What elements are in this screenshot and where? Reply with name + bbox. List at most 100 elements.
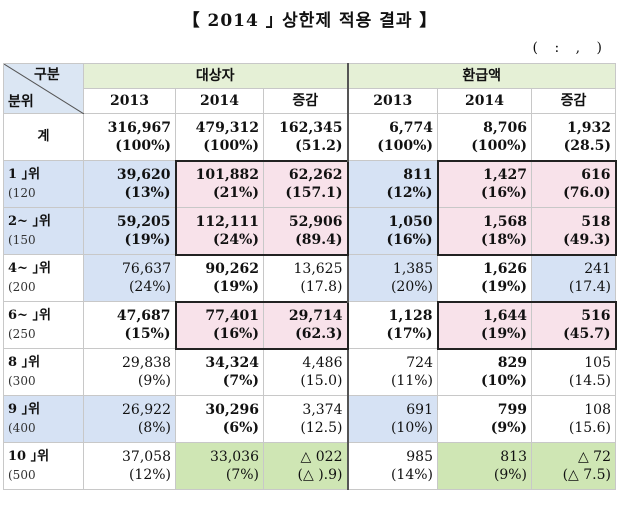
table-cell: 1,932 (28.5) (531, 113, 616, 161)
cell-percent: (10%) (480, 373, 527, 390)
cell-value: 6,774 (389, 120, 433, 136)
cell-percent: (24%) (212, 231, 259, 248)
row-label-range: (500 (8, 468, 36, 482)
cell-value: 47,687 (116, 308, 171, 324)
cell-percent: (19%) (124, 232, 171, 248)
table-cell: 3,374 (12.5) (263, 395, 348, 443)
table-cell: 112,111 (24%) (174, 207, 264, 256)
cell-percent: (7%) (225, 467, 259, 483)
table-cell: 518 (49.3) (531, 207, 617, 256)
cell-value: 1,932 (567, 119, 611, 136)
table-cell: 47,687 (15%) (83, 301, 176, 349)
row-label-range: (300 (8, 374, 36, 388)
table-cell: 479,312 (100%) (175, 113, 264, 161)
col-header: 2013 (346, 88, 438, 114)
table-cell: 1,568 (18%) (436, 207, 532, 256)
table-cell: 26,922 (8%) (83, 395, 176, 443)
cell-percent: (19%) (480, 279, 527, 295)
row-label: 10 ｣위 (500 (3, 442, 84, 490)
row-label-range: (250 (8, 327, 36, 341)
diagonal-line (4, 64, 84, 114)
cell-percent: (62.3) (295, 326, 343, 342)
cell-value: 516 (581, 308, 611, 324)
cell-percent: (8%) (137, 420, 171, 436)
cell-value: 101,882 (195, 167, 259, 184)
cell-value: 37,058 (122, 449, 171, 465)
cell-percent: (13%) (124, 185, 171, 201)
cell-value: 76,637 (122, 261, 171, 277)
row-label: 6~ ｣위 (250 (3, 301, 84, 349)
cell-percent: (12%) (386, 185, 433, 201)
row-label-text: 8 ｣위 (8, 355, 41, 370)
table-cell: 616 (76.0) (531, 159, 617, 208)
table-cell: 6,774 (100%) (346, 113, 438, 161)
cell-value: 1,568 (483, 213, 527, 230)
table-cell: 724 (11%) (346, 348, 438, 396)
cell-percent: (16%) (212, 326, 259, 342)
table-cell: 52,906 (89.4) (263, 207, 349, 256)
cell-percent: (14.5) (568, 373, 611, 390)
cell-percent: (12%) (128, 467, 171, 483)
row-label-text: 4~ ｣위 (8, 261, 51, 276)
results-table: 구분 분위 대상자 환급액 2013 2014 증감 2013 2014 증감 … (3, 63, 617, 490)
header-row-groups: 구분 분위 대상자 환급액 (3, 63, 616, 114)
cell-value: 829 (497, 355, 527, 372)
cell-value: 13,625 (293, 261, 343, 277)
cell-value: 985 (406, 449, 433, 465)
table-body: 계 316,967 (100%) 479,312 (100%) 162,345 (51.2)… (3, 113, 617, 490)
cell-percent: (11%) (390, 373, 433, 389)
row-label-text: 1 ｣위 (8, 167, 41, 182)
table-cell: 985 (14%) (346, 442, 438, 490)
cell-value: 1,626 (483, 261, 527, 277)
page-title: 【 2014 ｣ 상한제 적용 결과 】 (182, 11, 438, 31)
table-cell: △ 72 (△ 7.5) (531, 442, 616, 490)
table-cell: 29,838 (9%) (83, 348, 176, 396)
table-cell: 33,036 (7%) (175, 442, 264, 490)
cell-percent: (△ 7.5) (562, 467, 611, 483)
cell-value: 724 (406, 355, 433, 371)
table-cell: 691 (10%) (346, 395, 438, 443)
table-cell: 799 (9%) (437, 395, 532, 443)
row-label-text: 6~ ｣위 (8, 308, 51, 323)
cell-value: 1,385 (392, 261, 433, 277)
table-cell: 37,058 (12%) (83, 442, 176, 490)
cell-value: 29,714 (288, 308, 343, 324)
cell-percent: (19%) (480, 326, 527, 342)
cell-percent: (45.7) (563, 326, 611, 342)
cell-value: 1,427 (483, 167, 527, 184)
table-cell: 8,706 (100%) (437, 113, 532, 161)
cell-percent: (7%) (222, 373, 259, 390)
cell-percent: (16%) (386, 232, 433, 248)
cell-value: 1,128 (388, 308, 433, 324)
header-corner: 구분 분위 (3, 63, 84, 114)
cell-percent: (9%) (490, 420, 527, 436)
table-cell: 105 (14.5) (531, 348, 616, 396)
table-cell: 811 (12%) (346, 160, 438, 208)
row-label: 2~ ｣위 (150 (3, 207, 84, 255)
table-cell: 1,427 (16%) (436, 159, 532, 208)
table-cell: 516 (45.7) (531, 300, 617, 350)
cell-percent: (157.1) (285, 185, 343, 202)
corner-bottom-label: 분위 (8, 94, 34, 110)
table-cell: 813 (9%) (437, 442, 532, 490)
cell-value: 8,706 (483, 119, 527, 136)
cell-percent: (100%) (203, 137, 259, 154)
row-label: 4~ ｣위 (200 (3, 254, 84, 302)
table-row: 8 ｣위 (300 29,838 (9%) 34,324 (7%) 4,486 (15.0) 7… (3, 348, 616, 396)
table-cell: 59,205 (19%) (83, 207, 176, 255)
table-cell: 77,401 (16%) (174, 300, 264, 350)
row-label: 1 ｣위 (120 (3, 160, 84, 208)
cell-value: 813 (500, 449, 527, 465)
table-cell: 4,486 (15.0) (263, 348, 348, 396)
table-cell: 34,324 (7%) (175, 348, 264, 396)
cell-value: 316,967 (107, 120, 171, 136)
table-cell: 62,262 (157.1) (263, 159, 349, 208)
cell-percent: (19%) (212, 279, 259, 295)
cell-percent: (21%) (212, 185, 259, 202)
table-cell: 162,345 (51.2) (263, 113, 348, 161)
table-cell: 13,625 (17.8) (263, 254, 348, 302)
cell-value: 799 (497, 402, 527, 418)
row-label-text: 계 (37, 129, 50, 144)
table-cell: 1,644 (19%) (436, 300, 532, 350)
table-row: 4~ ｣위 (200 76,637 (24%) 90,262 (19%) 13,625 (17… (3, 254, 616, 302)
